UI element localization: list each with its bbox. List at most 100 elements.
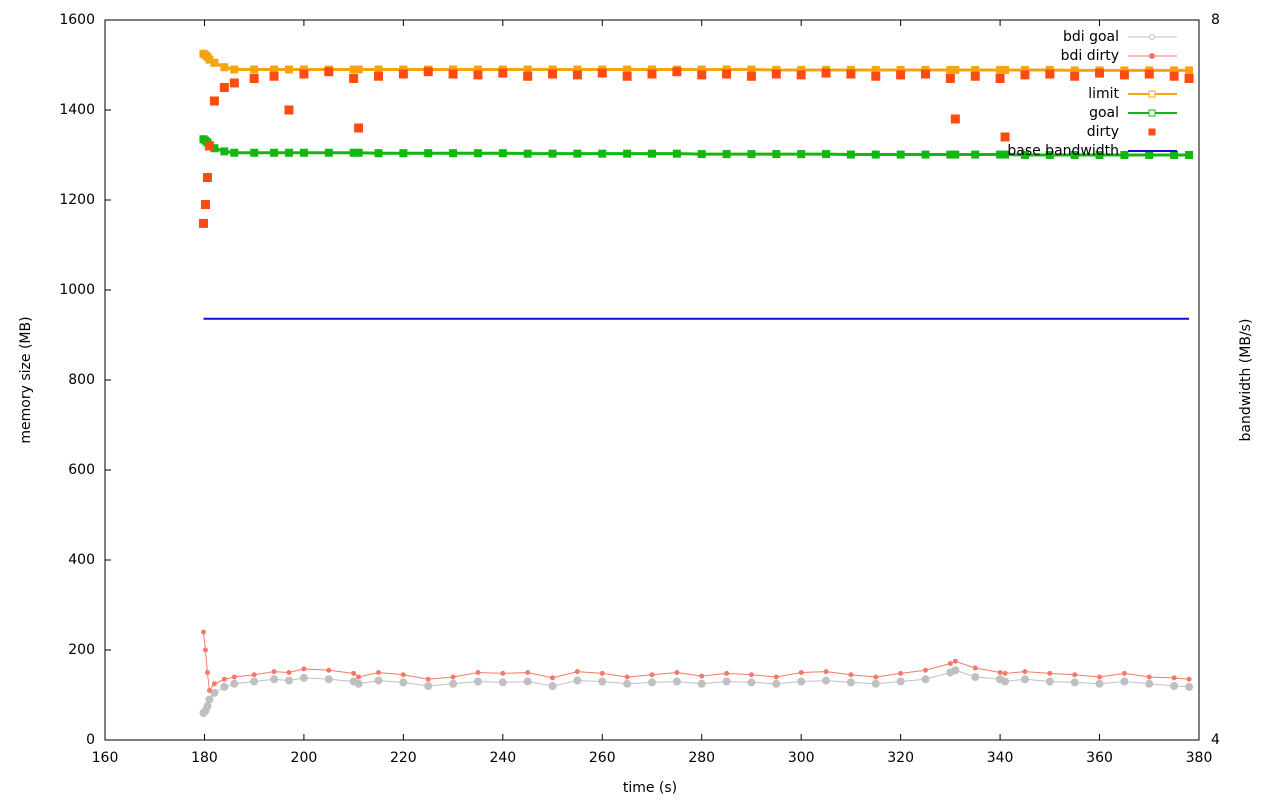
point <box>971 673 980 681</box>
point <box>374 676 383 685</box>
point <box>624 674 630 680</box>
point <box>722 677 731 686</box>
point <box>1146 674 1152 680</box>
point <box>871 150 880 159</box>
y2-tick-label: 8 <box>1211 12 1220 28</box>
point <box>548 69 558 79</box>
point <box>672 677 681 686</box>
point <box>356 674 362 680</box>
point <box>921 150 930 159</box>
point <box>449 149 458 158</box>
y-tick-label: 1200 <box>59 192 95 208</box>
x-tick-label: 380 <box>1186 750 1213 766</box>
point <box>284 65 293 74</box>
point <box>286 670 292 675</box>
point <box>921 675 930 684</box>
x-tick-label: 200 <box>291 750 318 766</box>
legend-label: dirty <box>1087 124 1119 140</box>
point <box>205 695 214 704</box>
point <box>722 69 732 79</box>
x-tick-label: 220 <box>390 750 417 766</box>
point <box>299 69 309 79</box>
point <box>945 74 955 83</box>
legend-marker <box>1148 128 1156 136</box>
y-tick-label: 800 <box>68 372 95 388</box>
point <box>697 65 706 74</box>
point <box>946 65 955 74</box>
point <box>1045 677 1054 686</box>
point <box>573 65 582 74</box>
legend-label: bdi dirty <box>1061 48 1119 64</box>
point <box>326 667 332 673</box>
point <box>210 144 219 153</box>
point <box>1186 676 1192 682</box>
point <box>672 67 682 77</box>
point <box>947 661 953 666</box>
legend-marker <box>1148 109 1156 117</box>
point <box>250 65 259 74</box>
y2-tick-label: 4 <box>1211 732 1220 748</box>
point <box>448 69 458 79</box>
point <box>398 69 408 79</box>
point <box>200 629 206 635</box>
y-tick-label: 0 <box>86 732 95 748</box>
point <box>424 149 433 158</box>
point <box>548 149 557 158</box>
point <box>1144 69 1154 79</box>
point <box>1000 132 1010 142</box>
point <box>896 70 906 80</box>
point <box>1022 669 1028 675</box>
point <box>771 69 781 79</box>
point <box>550 675 556 681</box>
point <box>374 65 383 74</box>
point <box>846 150 855 159</box>
point <box>1070 66 1079 75</box>
point <box>746 71 756 81</box>
point <box>498 678 507 687</box>
point <box>995 74 1005 83</box>
point <box>284 676 293 685</box>
point <box>623 679 632 688</box>
point <box>475 670 481 675</box>
point <box>724 670 730 676</box>
point <box>220 682 229 691</box>
point <box>871 65 880 74</box>
point <box>951 65 960 74</box>
point <box>573 676 582 685</box>
point <box>599 670 605 676</box>
point <box>747 65 756 74</box>
x-tick-label: 240 <box>489 750 516 766</box>
point <box>896 65 905 74</box>
point <box>523 71 533 81</box>
point <box>349 65 358 74</box>
legend-label: limit <box>1088 86 1119 102</box>
point <box>354 65 363 74</box>
point <box>622 71 632 81</box>
point <box>1095 679 1104 688</box>
point <box>1020 675 1029 684</box>
y-tick-label: 1600 <box>59 12 95 28</box>
point <box>648 149 656 158</box>
point <box>772 679 781 688</box>
point <box>473 70 483 80</box>
point <box>523 65 532 74</box>
point <box>871 71 881 81</box>
point <box>898 670 904 676</box>
point <box>354 679 363 688</box>
point <box>374 149 383 158</box>
point <box>923 667 928 673</box>
x-axis-label: time (s) <box>623 780 677 796</box>
point <box>951 150 960 159</box>
point <box>796 70 806 80</box>
x-tick-label: 340 <box>987 750 1014 766</box>
point <box>697 70 707 80</box>
point <box>896 677 905 686</box>
point <box>324 67 334 77</box>
point <box>1070 71 1080 81</box>
point <box>747 678 756 687</box>
point <box>1097 674 1103 680</box>
point <box>500 670 506 676</box>
point <box>972 665 978 671</box>
point <box>205 55 214 64</box>
legend-label: base bandwidth <box>1007 143 1119 159</box>
